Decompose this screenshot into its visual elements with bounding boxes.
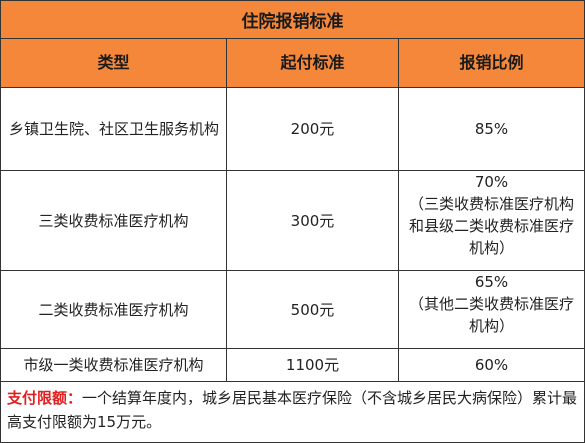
payment-limit-label: 支付限额：	[7, 389, 83, 407]
row-type: 市级一类收费标准医疗机构	[1, 349, 227, 381]
row-ratio-value: 70%	[474, 173, 509, 191]
header-ratio: 报销比例	[459, 53, 524, 72]
row-ratio: 85%	[474, 120, 509, 138]
header-type: 类型	[1, 39, 227, 87]
row-type: 乡镇卫生院、社区卫生服务机构	[1, 88, 227, 170]
row-ratio-value: 65%	[474, 273, 509, 291]
table-header-row: 类型 起付标准 报销比例	[1, 39, 584, 88]
row-deductible: 300元	[227, 171, 399, 270]
row-ratio: 60%	[474, 356, 509, 374]
row-type: 二类收费标准医疗机构	[1, 271, 227, 348]
table-title-text: 住院报销标准	[241, 12, 344, 32]
payment-limit-text: 一个结算年度内，城乡居民基本医疗保险（不含城乡居民大病保险）累计最高支付限额为1…	[7, 389, 578, 431]
row-ratio: 70% （三类收费标准医疗机构和县级二类收费标准医疗机构）	[399, 171, 584, 270]
row-type: 三类收费标准医疗机构	[1, 171, 227, 270]
table-row: 二类收费标准医疗机构 500元 65% （其他二类收费标准医疗机构）	[1, 271, 584, 349]
row-deductible: 1100元	[227, 349, 399, 381]
header-deductible: 起付标准	[227, 39, 399, 87]
payment-limit-note: 支付限额：一个结算年度内，城乡居民基本医疗保险（不含城乡居民大病保险）累计最高支…	[1, 382, 584, 438]
table-row: 三类收费标准医疗机构 300元 70% （三类收费标准医疗机构和县级二类收费标准…	[1, 171, 584, 271]
table-title: 住院报销标准	[1, 1, 584, 39]
table-row: 乡镇卫生院、社区卫生服务机构 200元 85%	[1, 88, 584, 171]
row-ratio-note: （其他二类收费标准医疗机构）	[408, 295, 574, 335]
row-ratio: 65% （其他二类收费标准医疗机构）	[399, 271, 584, 348]
row-deductible: 200元	[227, 88, 399, 170]
row-ratio-note: （三类收费标准医疗机构和县级二类收费标准医疗机构）	[408, 195, 574, 257]
table-row: 市级一类收费标准医疗机构 1100元 60%	[1, 349, 584, 382]
row-deductible: 500元	[227, 271, 399, 348]
